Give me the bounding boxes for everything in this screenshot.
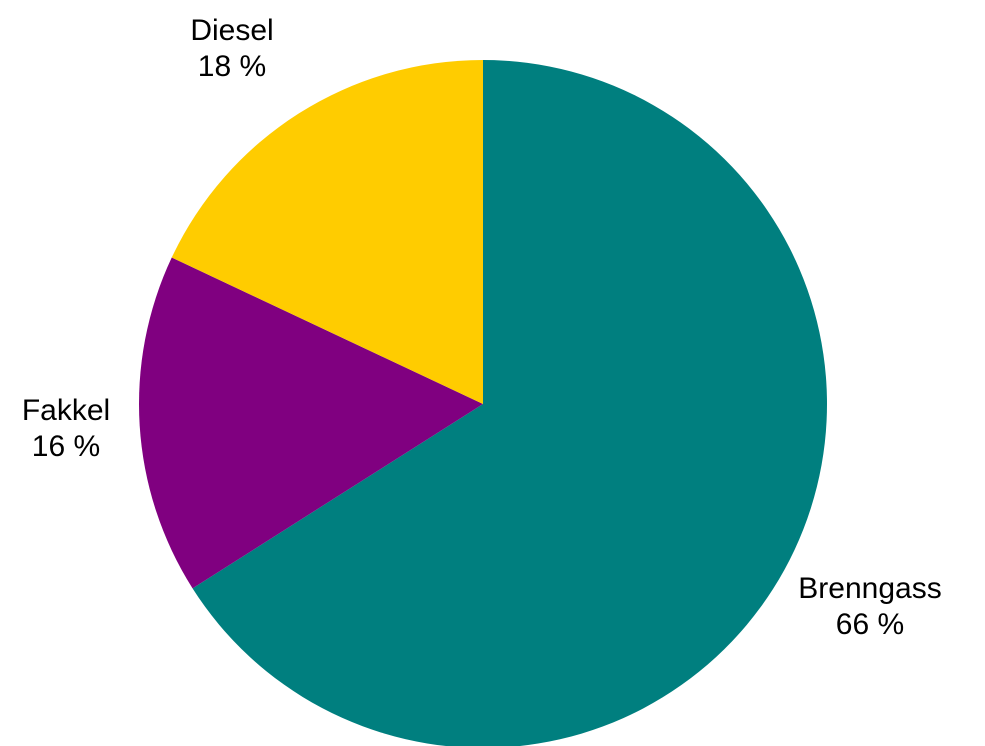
slice-fakkel xyxy=(138,257,483,589)
slice-name-label-diesel: Diesel xyxy=(190,14,273,47)
slice-name-label-fakkel: Fakkel xyxy=(22,394,110,427)
slice-value-label-diesel: 18 % xyxy=(198,50,266,83)
slice-value-label-fakkel: 16 % xyxy=(32,430,100,463)
slice-value-label-brenngass: 66 % xyxy=(836,608,904,641)
slice-brenngass xyxy=(192,60,827,746)
slice-name-label-brenngass: Brenngass xyxy=(798,572,941,605)
slice-diesel xyxy=(171,60,483,404)
slices-group xyxy=(138,60,827,746)
